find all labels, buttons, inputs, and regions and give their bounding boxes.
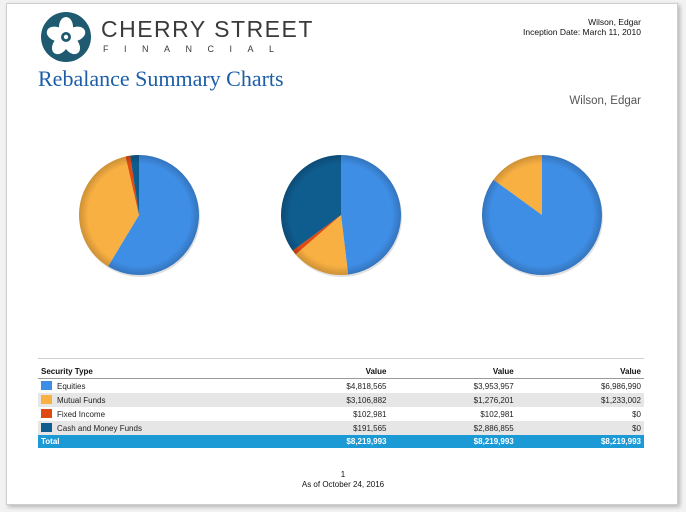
- table-cell: $0: [632, 423, 641, 433]
- report-page: CHERRY STREET FINANCIAL Wilson, Edgar In…: [6, 3, 678, 505]
- table-row: Mutual Funds $3,106,882 $1,276,201 $1,23…: [38, 393, 644, 407]
- page-footer: 1 As of October 24, 2016: [7, 470, 679, 490]
- page-title: Rebalance Summary Charts: [38, 66, 284, 91]
- total-row: Total $8,219,993 $8,219,993 $8,219,993: [38, 435, 644, 448]
- pie-chart-3: [482, 155, 603, 277]
- total-cell: $8,219,993: [600, 437, 641, 446]
- brand-subtitle: FINANCIAL: [103, 44, 290, 54]
- pie-shading: [79, 155, 199, 275]
- total-cell: $8,219,993: [346, 437, 387, 446]
- charts-area: [7, 150, 679, 280]
- pie-chart-1: [78, 155, 200, 277]
- brand-name: CHERRY STREET: [101, 16, 314, 42]
- summary-table: Security Type Value Value Value Equities…: [38, 358, 644, 448]
- column-header: Value: [492, 367, 514, 376]
- mutual-funds-swatch: [41, 395, 52, 404]
- row-label-text: Cash and Money Funds: [57, 424, 142, 433]
- total-cell: $8,219,993: [473, 437, 514, 446]
- table-row: Equities $4,818,565 $3,953,957 $6,986,99…: [38, 379, 644, 394]
- table-cell: $102,981: [480, 409, 514, 419]
- company-logo: CHERRY STREET FINANCIAL: [41, 12, 314, 62]
- table-cell: $1,233,002: [600, 395, 641, 405]
- table-row: Cash and Money Funds $191,565 $2,886,855…: [38, 421, 644, 435]
- equities-swatch: [41, 381, 52, 390]
- row-label-text: Mutual Funds: [57, 396, 106, 405]
- row-label-text: Fixed Income: [57, 410, 106, 419]
- table-cell: $2,886,855: [473, 423, 514, 433]
- total-label: Total: [41, 437, 60, 446]
- row-label: Mutual Funds: [38, 393, 268, 407]
- row-label: Equities: [38, 379, 268, 394]
- table-cell: $6,986,990: [600, 381, 641, 391]
- header-client: Wilson, Edgar: [588, 17, 641, 27]
- column-header: Security Type: [41, 367, 93, 376]
- table-cell: $4,818,565: [346, 381, 387, 391]
- cash-swatch: [41, 423, 52, 432]
- as-of-date: As of October 24, 2016: [301, 480, 385, 489]
- table-row: Fixed Income $102,981 $102,981 $0: [38, 407, 644, 421]
- page-number: 1: [340, 470, 346, 479]
- cherry-blossom-icon: [41, 12, 91, 62]
- row-label-text: Equities: [57, 382, 86, 391]
- table-cell: $3,106,882: [346, 395, 387, 405]
- pie-chart-2: [281, 155, 402, 277]
- row-label: Fixed Income: [38, 407, 268, 421]
- table-cell: $3,953,957: [473, 381, 514, 391]
- pie-shading: [281, 155, 401, 275]
- column-header: Value: [620, 367, 641, 376]
- table-cell: $102,981: [353, 409, 387, 419]
- fixed-income-swatch: [41, 409, 52, 418]
- table-cell: $0: [632, 409, 641, 419]
- header-inception-date: Inception Date: March 11, 2010: [523, 27, 641, 37]
- table-cell: $1,276,201: [473, 395, 514, 405]
- client-name: Wilson, Edgar: [569, 95, 641, 107]
- table-cell: $191,565: [353, 423, 387, 433]
- pie-shading: [482, 155, 602, 275]
- header-info: Wilson, Edgar Inception Date: March 11, …: [523, 17, 641, 37]
- row-label: Cash and Money Funds: [38, 421, 268, 435]
- column-header: Value: [365, 367, 387, 376]
- table-header-row: Security Type Value Value Value: [38, 358, 644, 379]
